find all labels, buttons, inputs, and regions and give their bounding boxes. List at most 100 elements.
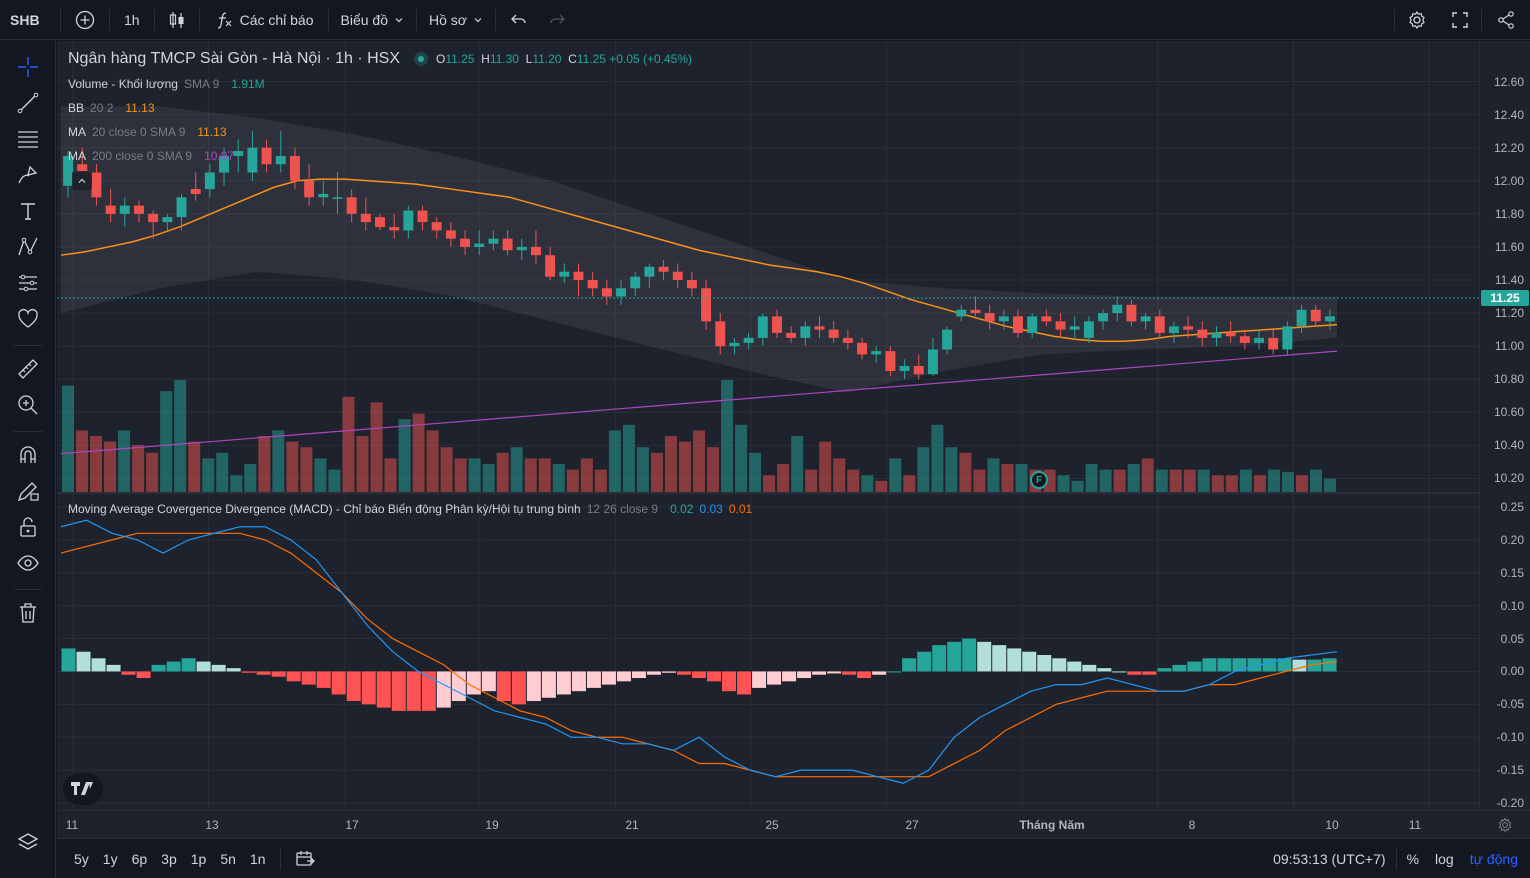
- macd-histogram-bar: [511, 671, 526, 705]
- favorites-tool[interactable]: [12, 303, 44, 335]
- pattern-tool[interactable]: [12, 231, 44, 263]
- redo-icon: [550, 14, 565, 23]
- symbol-title[interactable]: Ngân hàng TMCP Sài Gòn - Hà Nội · 1h · H…: [68, 50, 400, 67]
- share-button[interactable]: [1482, 0, 1530, 40]
- macd-tick: 0.05: [1500, 631, 1524, 646]
- ma20-legend[interactable]: MA 20 close 0 SMA 9 11.13: [68, 125, 227, 139]
- candle-body: [148, 213, 159, 223]
- price-tick: 11.20: [1494, 306, 1524, 321]
- chart-type-button[interactable]: [155, 0, 199, 40]
- macd-histogram-bar: [616, 671, 631, 682]
- measure-tool[interactable]: [12, 353, 44, 385]
- candle-body: [105, 205, 116, 214]
- volume-bar: [132, 444, 145, 492]
- event-marker[interactable]: F: [1030, 471, 1048, 489]
- macd-histogram-bar: [1187, 661, 1202, 672]
- volume-bar: [749, 452, 762, 492]
- volume-bar: [1141, 458, 1154, 492]
- clock[interactable]: 09:53:13 (UTC+7): [1273, 850, 1386, 867]
- auto-toggle[interactable]: tự động: [1469, 850, 1518, 867]
- indicators-label: Các chỉ báo: [239, 11, 314, 28]
- range-button-6p[interactable]: 6p: [131, 850, 148, 867]
- candle-body: [332, 197, 343, 199]
- time-label: Tháng Năm: [1019, 818, 1085, 832]
- macd-histogram-bar: [1277, 658, 1292, 672]
- macd-legend-name: Moving Average Covergence Divergence (MA…: [68, 502, 581, 516]
- volume-bar: [328, 469, 341, 492]
- symbol-search[interactable]: SHB: [0, 0, 60, 40]
- range-button-3p[interactable]: 3p: [161, 850, 177, 867]
- hide-drawings-tool[interactable]: [12, 547, 44, 579]
- log-toggle[interactable]: log: [1435, 850, 1454, 867]
- volume-legend[interactable]: Volume - Khối lượng SMA 9 1.91M: [68, 77, 265, 91]
- macd-histogram-bar: [166, 661, 181, 672]
- goto-date-button[interactable]: [289, 850, 321, 868]
- object-tree-button[interactable]: [12, 827, 44, 859]
- candle-body: [1268, 337, 1279, 350]
- brush-tool[interactable]: [12, 159, 44, 191]
- macd-histogram-bar: [631, 671, 646, 679]
- remove-drawings-tool[interactable]: [12, 597, 44, 629]
- open-label: O: [436, 52, 446, 66]
- range-button-5n[interactable]: 5n: [220, 850, 236, 867]
- compare-symbol-button[interactable]: [61, 0, 109, 40]
- chart-menu-button[interactable]: Biểu đồ: [329, 0, 416, 40]
- text-tool[interactable]: [12, 195, 44, 227]
- macd-histogram-bar: [707, 671, 722, 682]
- chart-area[interactable]: Ngân hàng TMCP Sài Gòn - Hà Nội · 1h · H…: [57, 41, 1479, 838]
- range-button-1p[interactable]: 1p: [190, 850, 207, 867]
- price-tick: 12.60: [1493, 74, 1524, 89]
- macd-histogram-bar: [1022, 651, 1037, 672]
- undo-button[interactable]: [496, 0, 542, 40]
- scale-settings-button[interactable]: [1495, 815, 1515, 835]
- volume-bar: [945, 447, 958, 492]
- volume-bar: [973, 469, 986, 492]
- collapse-legend-button[interactable]: [72, 171, 92, 191]
- pane-separator[interactable]: [57, 492, 1530, 494]
- volume-legend-name: Volume - Khối lượng: [68, 77, 178, 91]
- bb-legend[interactable]: BB 20 2 11.13: [68, 101, 155, 115]
- calendar-range-icon: [296, 850, 316, 866]
- price-tick: 11.80: [1494, 206, 1524, 221]
- macd-histogram-bar: [526, 671, 541, 702]
- macd-histogram-bar: [992, 645, 1007, 672]
- macd-line: [60, 519, 1338, 784]
- tv-logo[interactable]: [63, 773, 103, 805]
- candle-body: [927, 349, 938, 375]
- macd-histogram-bar: [481, 671, 496, 692]
- macd-histogram-bar: [91, 658, 106, 672]
- candle-body: [545, 255, 556, 277]
- prediction-tool[interactable]: [12, 267, 44, 299]
- volume-bar: [1001, 464, 1014, 492]
- range-button-1y[interactable]: 1y: [102, 850, 118, 867]
- range-button-5y[interactable]: 5y: [74, 850, 89, 867]
- macd-tick: 0.25: [1500, 500, 1524, 514]
- magnet-tool[interactable]: [12, 439, 44, 471]
- keep-drawing-tool[interactable]: [12, 475, 44, 507]
- indicators-button[interactable]: Các chỉ báo: [200, 0, 328, 40]
- macd-line-value: 0.03: [699, 502, 723, 516]
- macd-legend[interactable]: Moving Average Covergence Divergence (MA…: [68, 502, 752, 516]
- profile-menu-button[interactable]: Hồ sơ: [417, 0, 495, 40]
- percent-toggle[interactable]: %: [1406, 850, 1420, 867]
- trendline-tool[interactable]: [12, 87, 44, 119]
- chart-canvas[interactable]: [57, 41, 1479, 838]
- price-scale[interactable]: 12.60 12.40 12.20 12.00 11.80 11.60 11.40 11.20…: [1479, 41, 1530, 838]
- settings-button[interactable]: [1395, 0, 1439, 40]
- volume-bar: [286, 441, 299, 492]
- crosshair-tool[interactable]: [12, 51, 44, 83]
- lock-drawings-tool[interactable]: [12, 511, 44, 543]
- volume-bar: [777, 464, 790, 492]
- interval-button[interactable]: 1h: [110, 0, 154, 40]
- volume-bar: [356, 436, 369, 492]
- fullscreen-button[interactable]: [1439, 0, 1481, 40]
- redo-button[interactable]: [542, 0, 572, 40]
- range-button-1n[interactable]: 1n: [249, 850, 266, 867]
- time-scale[interactable]: 11 13 17 19 21 25 27 Tháng Năm 8 10 11: [57, 810, 1530, 838]
- ma200-legend[interactable]: MA 200 close 0 SMA 9 10.97: [68, 149, 234, 163]
- zoom-tool[interactable]: [12, 389, 44, 421]
- volume-bar: [1015, 464, 1028, 492]
- candle-body: [190, 189, 201, 194]
- volume-bar: [1295, 475, 1308, 492]
- fib-tool[interactable]: [12, 123, 44, 155]
